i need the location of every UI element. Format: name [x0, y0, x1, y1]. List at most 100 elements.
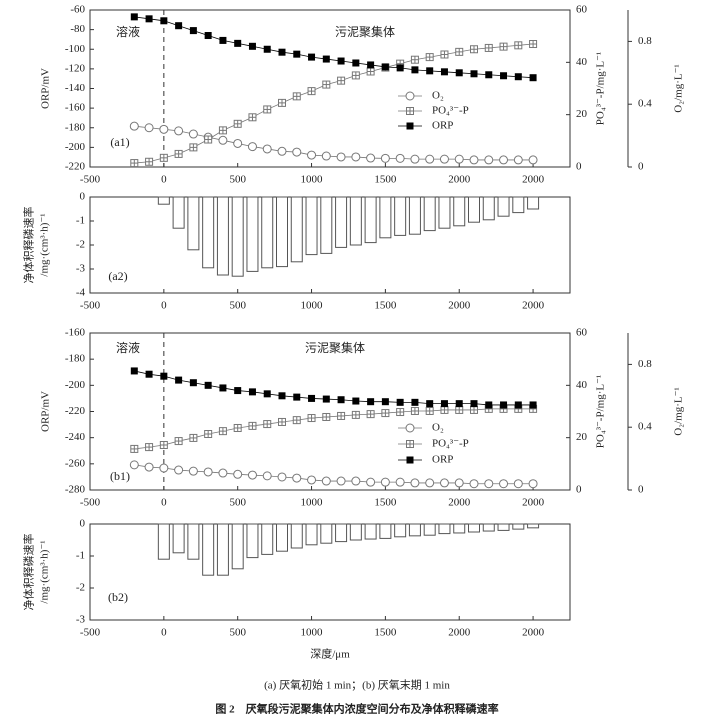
annotation: 溶液	[116, 24, 140, 39]
legend-label: PO₄³⁻-P	[432, 105, 469, 117]
point	[188, 129, 198, 139]
point	[366, 153, 376, 163]
point	[292, 147, 302, 157]
point	[278, 48, 286, 56]
point	[439, 478, 449, 488]
bar	[261, 196, 274, 269]
x-tick-label: 2000	[448, 174, 471, 186]
x-tick-label: 2000	[448, 627, 471, 639]
point	[322, 395, 330, 403]
x-tick-label: 1000	[301, 627, 324, 639]
point	[189, 433, 198, 442]
bar	[157, 523, 170, 560]
point	[410, 478, 420, 488]
point	[381, 409, 390, 418]
point	[263, 420, 272, 429]
x-tick-label: 2000	[448, 300, 471, 312]
y-axis-label: 净体积释磷速率	[22, 534, 36, 611]
bar	[231, 196, 244, 277]
bar	[453, 523, 466, 534]
bar	[305, 196, 318, 256]
legend-label: ORP	[432, 454, 453, 466]
point	[513, 155, 523, 165]
point	[470, 70, 478, 78]
x-tick-label: 1500	[374, 497, 397, 509]
point	[395, 477, 405, 487]
point	[248, 42, 256, 50]
point	[248, 388, 256, 396]
y2-tick-label: 20	[576, 431, 588, 443]
point	[351, 152, 361, 162]
point	[219, 36, 227, 44]
y-axis-label: ORP/mV	[40, 391, 52, 432]
x-tick-label: -500	[80, 174, 101, 186]
y3-tick-label: 0.8	[638, 358, 652, 370]
point	[159, 153, 168, 162]
y2-tick-label: 40	[576, 379, 588, 391]
point	[337, 396, 345, 404]
bar	[335, 196, 348, 248]
point	[425, 154, 435, 164]
point	[514, 41, 523, 50]
bar	[276, 523, 288, 552]
point	[337, 411, 346, 420]
y2-tick-label: 60	[576, 327, 588, 339]
y-tick-label: -200	[65, 379, 86, 391]
bar	[364, 523, 377, 540]
point	[247, 470, 257, 480]
point	[218, 135, 228, 145]
point	[130, 367, 138, 375]
point	[204, 135, 213, 144]
x-tick-label: 1500	[374, 627, 397, 639]
point	[308, 394, 316, 402]
point	[484, 43, 493, 52]
bar	[408, 523, 421, 537]
y2-tick-label: 0	[576, 484, 582, 496]
bar	[497, 523, 510, 531]
x-tick-label: 2000	[448, 497, 471, 509]
point	[484, 155, 494, 165]
point	[234, 39, 242, 47]
bar	[290, 523, 303, 549]
y-axis-label: /mg·(cm³·h)⁻¹	[39, 540, 51, 603]
point	[454, 154, 464, 164]
point	[145, 370, 153, 378]
bar	[349, 523, 362, 541]
x-tick-label: 500	[229, 627, 246, 639]
bar	[482, 523, 495, 532]
point	[455, 400, 463, 408]
point	[308, 53, 316, 61]
bar	[527, 196, 540, 210]
point	[455, 405, 464, 414]
annotation: 溶液	[116, 340, 140, 355]
y3-tick-label: 0.4	[638, 421, 652, 433]
y2-axis-label: PO₄³⁻-P/mg·L⁻¹	[595, 52, 607, 125]
y-tick-label: -280	[65, 484, 86, 496]
y-tick-label: -3	[76, 614, 86, 626]
point	[440, 400, 448, 408]
point	[219, 384, 227, 392]
y-tick-label: -200	[65, 141, 86, 153]
x-tick-label: -500	[80, 497, 101, 509]
point	[381, 398, 389, 406]
point	[366, 410, 375, 419]
y3-tick-label: 0.4	[638, 98, 652, 110]
point	[499, 42, 508, 51]
point	[529, 40, 538, 49]
point	[337, 57, 345, 65]
y3-tick-label: 0	[638, 484, 644, 496]
x-tick-label: 1000	[301, 497, 324, 509]
point	[159, 440, 168, 449]
caption-subtitle: (a) 厌氧初始 1 min；(b) 厌氧末期 1 min	[264, 678, 450, 692]
point	[278, 392, 286, 400]
point	[485, 71, 493, 79]
point	[262, 144, 272, 154]
legend-marker	[405, 91, 415, 101]
series-line	[134, 464, 534, 485]
point	[322, 55, 330, 63]
caption-title: 图 2 厌氧段污泥聚集体内浓度空间分布及净体积释磷速率	[215, 702, 498, 716]
bar	[320, 523, 333, 544]
point	[189, 27, 197, 35]
point	[410, 154, 420, 164]
point	[336, 152, 346, 162]
